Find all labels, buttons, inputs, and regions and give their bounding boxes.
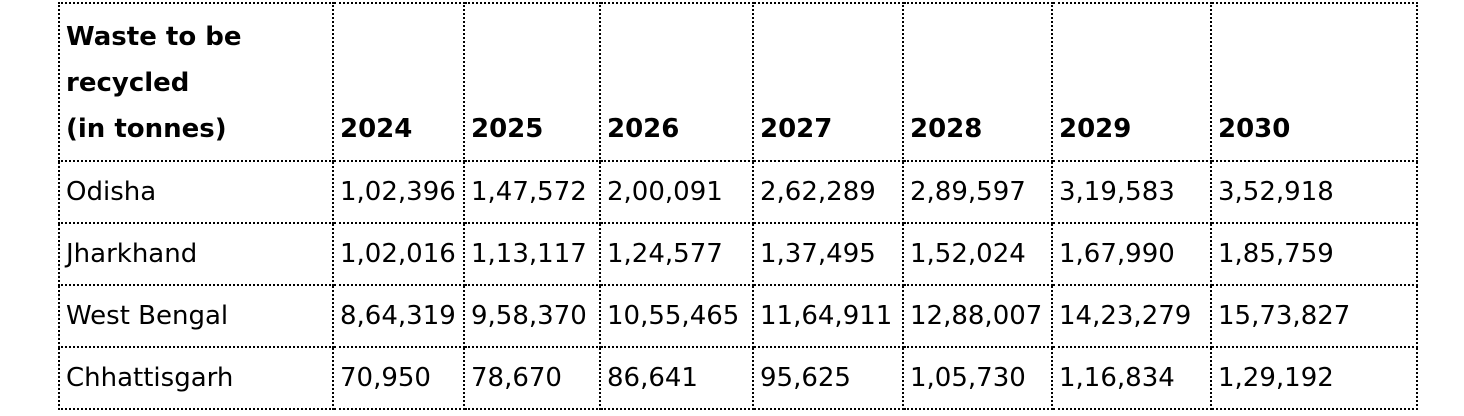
table-row: Odisha 1,02,396 1,47,572 2,00,091 2,62,2… — [58, 160, 1418, 224]
year-header: 2025 — [463, 2, 601, 162]
value-cell: 1,52,024 — [902, 222, 1053, 286]
year-header: 2024 — [332, 2, 465, 162]
corner-header-line: recycled — [66, 68, 190, 98]
state-name-cell: Chhattisgarh — [58, 346, 334, 410]
value-cell: 1,24,577 — [599, 222, 754, 286]
value-cell: 1,02,016 — [332, 222, 465, 286]
value-cell: 1,05,730 — [902, 346, 1053, 410]
value-cell: 12,88,007 — [902, 284, 1053, 348]
corner-header-line: Waste to be — [66, 22, 242, 52]
waste-recycling-table: Waste to be recycled (in tonnes) 2024 20… — [58, 2, 1418, 410]
value-cell: 95,625 — [752, 346, 904, 410]
value-cell: 70,950 — [332, 346, 465, 410]
table-row: Jharkhand 1,02,016 1,13,117 1,24,577 1,3… — [58, 222, 1418, 286]
value-cell: 2,89,597 — [902, 160, 1053, 224]
value-cell: 1,37,495 — [752, 222, 904, 286]
value-cell: 10,55,465 — [599, 284, 754, 348]
corner-header-cell: Waste to be recycled (in tonnes) — [58, 2, 334, 162]
year-header: 2028 — [902, 2, 1053, 162]
year-header: 2029 — [1051, 2, 1212, 162]
year-header: 2030 — [1210, 2, 1418, 162]
value-cell: 78,670 — [463, 346, 601, 410]
corner-header-line: (in tonnes) — [66, 114, 227, 144]
year-header: 2026 — [599, 2, 754, 162]
value-cell: 1,47,572 — [463, 160, 601, 224]
value-cell: 2,62,289 — [752, 160, 904, 224]
value-cell: 2,00,091 — [599, 160, 754, 224]
header-row: Waste to be recycled (in tonnes) 2024 20… — [58, 2, 1418, 162]
value-cell: 1,85,759 — [1210, 222, 1418, 286]
value-cell: 15,73,827 — [1210, 284, 1418, 348]
value-cell: 1,67,990 — [1051, 222, 1212, 286]
value-cell: 11,64,911 — [752, 284, 904, 348]
table-row: West Bengal 8,64,319 9,58,370 10,55,465 … — [58, 284, 1418, 348]
state-name-cell: West Bengal — [58, 284, 334, 348]
state-name-cell: Odisha — [58, 160, 334, 224]
table-row: Chhattisgarh 70,950 78,670 86,641 95,625… — [58, 346, 1418, 410]
value-cell: 3,52,918 — [1210, 160, 1418, 224]
year-header: 2027 — [752, 2, 904, 162]
value-cell: 8,64,319 — [332, 284, 465, 348]
value-cell: 3,19,583 — [1051, 160, 1212, 224]
state-name-cell: Jharkhand — [58, 222, 334, 286]
value-cell: 1,29,192 — [1210, 346, 1418, 410]
value-cell: 9,58,370 — [463, 284, 601, 348]
value-cell: 86,641 — [599, 346, 754, 410]
value-cell: 14,23,279 — [1051, 284, 1212, 348]
value-cell: 1,16,834 — [1051, 346, 1212, 410]
value-cell: 1,13,117 — [463, 222, 601, 286]
value-cell: 1,02,396 — [332, 160, 465, 224]
